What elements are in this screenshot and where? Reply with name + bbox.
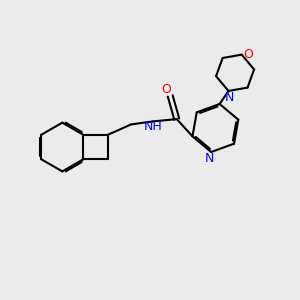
Text: N: N [205, 152, 214, 165]
Text: O: O [161, 83, 171, 96]
Text: NH: NH [144, 120, 162, 133]
Text: N: N [224, 91, 234, 104]
Text: O: O [243, 47, 253, 61]
